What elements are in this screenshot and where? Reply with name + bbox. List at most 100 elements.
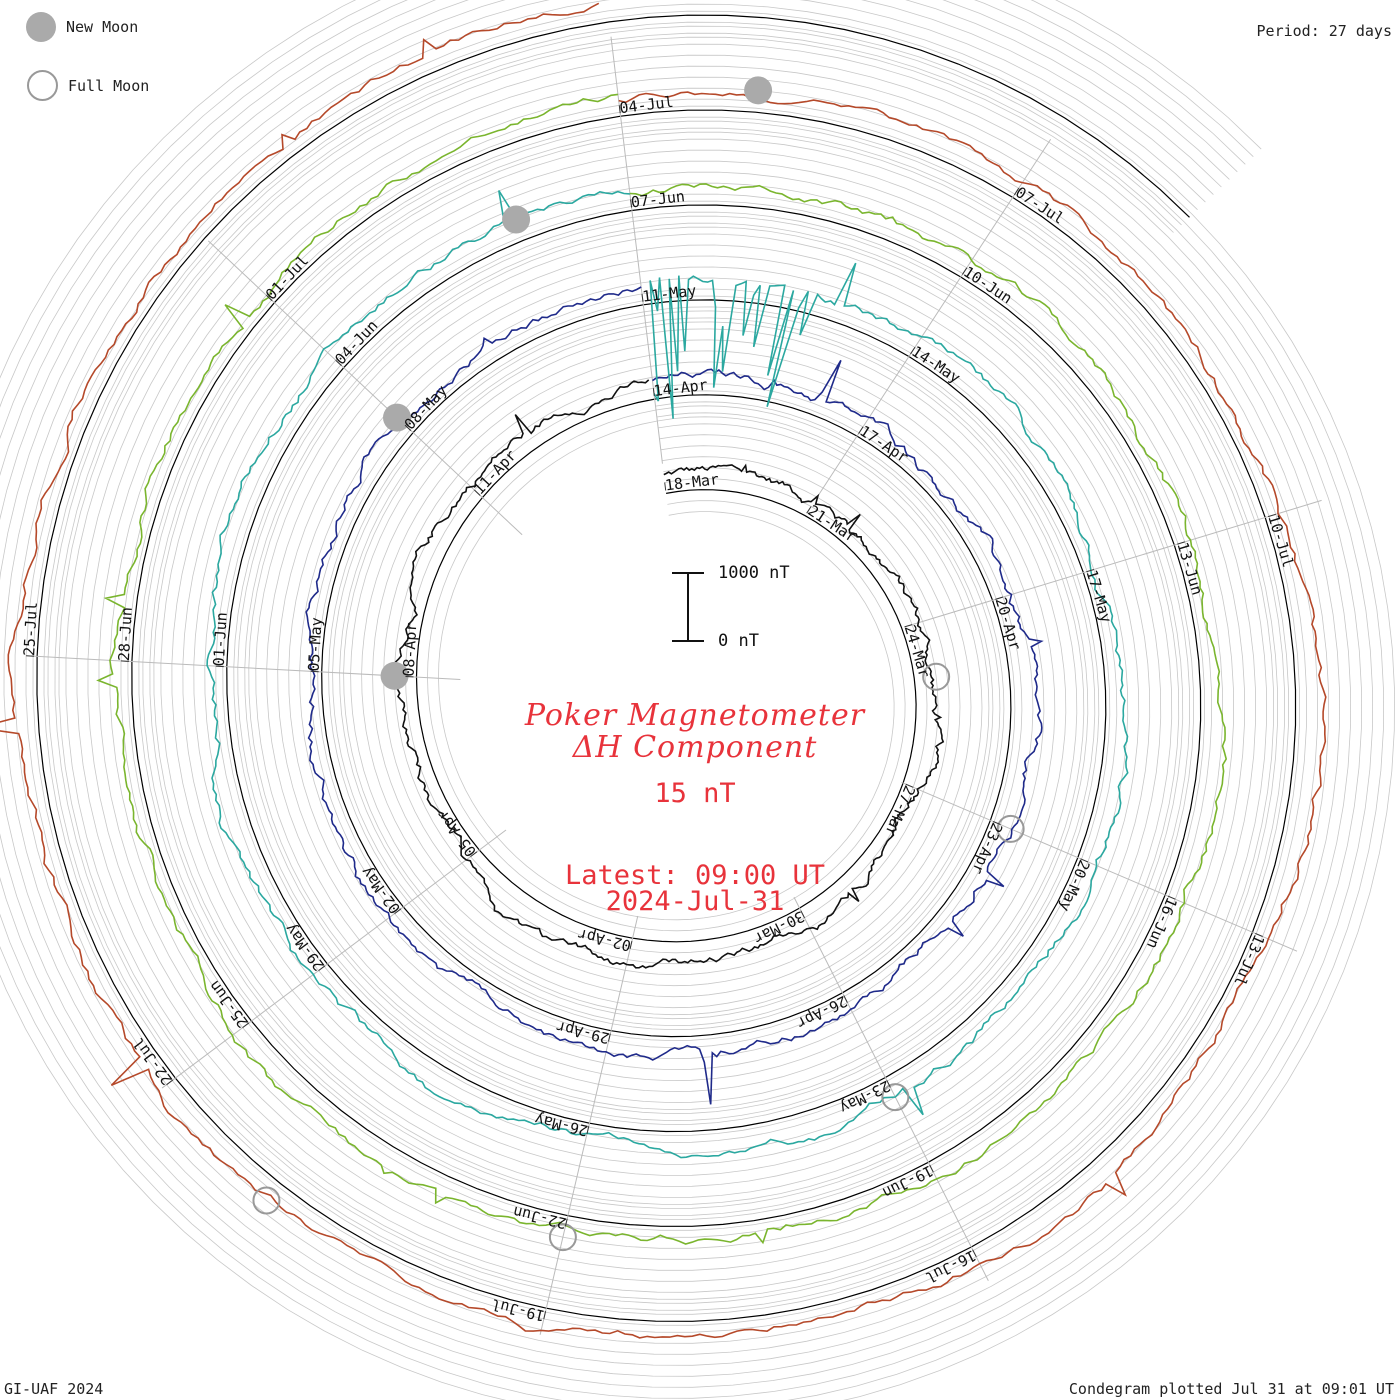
date-tick-mark (404, 424, 412, 431)
date-tick-label: 17-Apr (856, 422, 911, 467)
day-spoke (793, 896, 989, 1281)
date-tick-label: 10-Jul (1264, 513, 1297, 570)
date-tick-label: 01-Jun (210, 612, 231, 667)
date-tick-mark (652, 388, 655, 397)
date-tick-label: 23-May (837, 1077, 893, 1118)
date-tick-mark (1255, 932, 1263, 937)
rotation-trace (305, 286, 1044, 1105)
rotation-trace (206, 190, 1129, 1159)
date-tick-mark (394, 908, 402, 914)
day-spoke (207, 240, 523, 536)
date-tick-mark (215, 665, 224, 668)
legend-full-moon: Full Moon (27, 70, 149, 101)
date-tick-mark (1013, 187, 1020, 196)
date-tick-mark (266, 294, 273, 302)
date-tick-mark (995, 596, 1004, 600)
rotation-trace (392, 379, 945, 969)
spiral-grid-line (0, 0, 1362, 1388)
date-tick-mark (910, 347, 916, 355)
day-spoke (161, 829, 507, 1089)
chart-subtitle: ΔH Component (572, 730, 818, 765)
date-tick-label: 13-Jul (1230, 932, 1268, 989)
date-tick-mark (470, 851, 478, 857)
date-tick-label: 19-Jun (880, 1161, 936, 1202)
full-moon-icon (27, 70, 58, 101)
latest-date: 2024-Jul-31 (605, 886, 785, 917)
date-tick-label: 05-May (305, 617, 326, 672)
date-tick-mark (1177, 541, 1185, 545)
day-spoke (901, 781, 1298, 952)
footer-credit: GI-UAF 2024 (4, 1380, 104, 1398)
day-spokes (30, 36, 1322, 1335)
spiral-grid-line (47, 25, 1285, 1311)
date-tick-mark (618, 105, 621, 114)
scale-bottom-label: 0 nT (718, 631, 759, 651)
spiral-grid-line (36, 14, 1297, 1322)
date-tick-label: 24-Mar (901, 623, 934, 680)
baseline-value: 15 nT (654, 778, 736, 809)
date-tick-mark (806, 506, 812, 514)
latest-time: Latest: 09:00 UT (564, 860, 826, 891)
date-tick-label: 02-Apr (576, 925, 633, 955)
new-moon-icon (26, 12, 56, 42)
day-spoke (539, 915, 639, 1335)
date-tick-label: 25-Jul (20, 601, 41, 656)
spiral-grid-line (25, 3, 1307, 1333)
full-moon-label: Full Moon (68, 76, 150, 95)
date-tick-mark (166, 1079, 174, 1086)
date-tick-mark (335, 359, 342, 366)
scale-bar (672, 572, 704, 642)
legend-new-moon: New Moon (26, 12, 138, 42)
chart-title: Poker Magnetometer (524, 698, 866, 733)
date-tick-mark (858, 426, 864, 434)
data-traces (0, 2, 1327, 1339)
date-tick-mark (1086, 569, 1095, 573)
date-tick-mark (641, 293, 644, 302)
date-tick-mark (318, 965, 326, 971)
rotation-trace (0, 2, 1327, 1339)
date-tick-mark (564, 1218, 568, 1227)
new-moon-marker (744, 76, 773, 105)
moon-markers (252, 76, 1025, 1252)
date-tick-label: 28-Jun (115, 607, 136, 662)
date-tick-mark (630, 199, 633, 208)
date-tick-mark (843, 995, 848, 1003)
date-tick-mark (800, 910, 805, 919)
date-tick-label: 14-Apr (653, 376, 709, 400)
date-tick-label: 17-May (1082, 568, 1115, 625)
footer-plotted: Condegram plotted Jul 31 at 09:01 UT (1068, 1380, 1394, 1398)
full-moon-marker (996, 814, 1025, 843)
date-tick-mark (608, 1033, 611, 1042)
date-tick-label: 16-Jul (922, 1246, 978, 1287)
date-tick-mark (904, 624, 913, 628)
date-tick-mark (905, 783, 914, 788)
day-spoke (815, 138, 1052, 500)
date-tick-mark (474, 489, 481, 496)
date-tick-label: 21-Mar (805, 501, 860, 546)
spiral-grid-line (0, 0, 1351, 1377)
scale-top-label: 1000 nT (718, 563, 790, 583)
date-tick-mark (1080, 858, 1089, 863)
date-tick-label: 25-Jun (205, 977, 252, 1031)
date-tick-label: 10-Jun (960, 263, 1015, 308)
date-tick-label: 04-Jul (619, 93, 675, 117)
spiral-grid-line (0, 0, 1340, 1366)
date-tick-mark (993, 821, 1001, 826)
day-spoke (909, 499, 1322, 626)
date-tick-mark (664, 482, 667, 491)
new-moon-marker (502, 205, 531, 234)
spiral-grid-line (58, 36, 1274, 1300)
date-tick-mark (629, 940, 633, 950)
full-moon-marker (881, 1083, 910, 1112)
period-label: Period: 27 days (1256, 22, 1392, 40)
date-tick-label: 07-Jul (1012, 183, 1067, 228)
date-tick-mark (929, 1164, 934, 1173)
date-tick-mark (242, 1022, 250, 1028)
date-tick-label: 13-Jun (1173, 540, 1206, 597)
rotation-trace (96, 93, 1228, 1245)
